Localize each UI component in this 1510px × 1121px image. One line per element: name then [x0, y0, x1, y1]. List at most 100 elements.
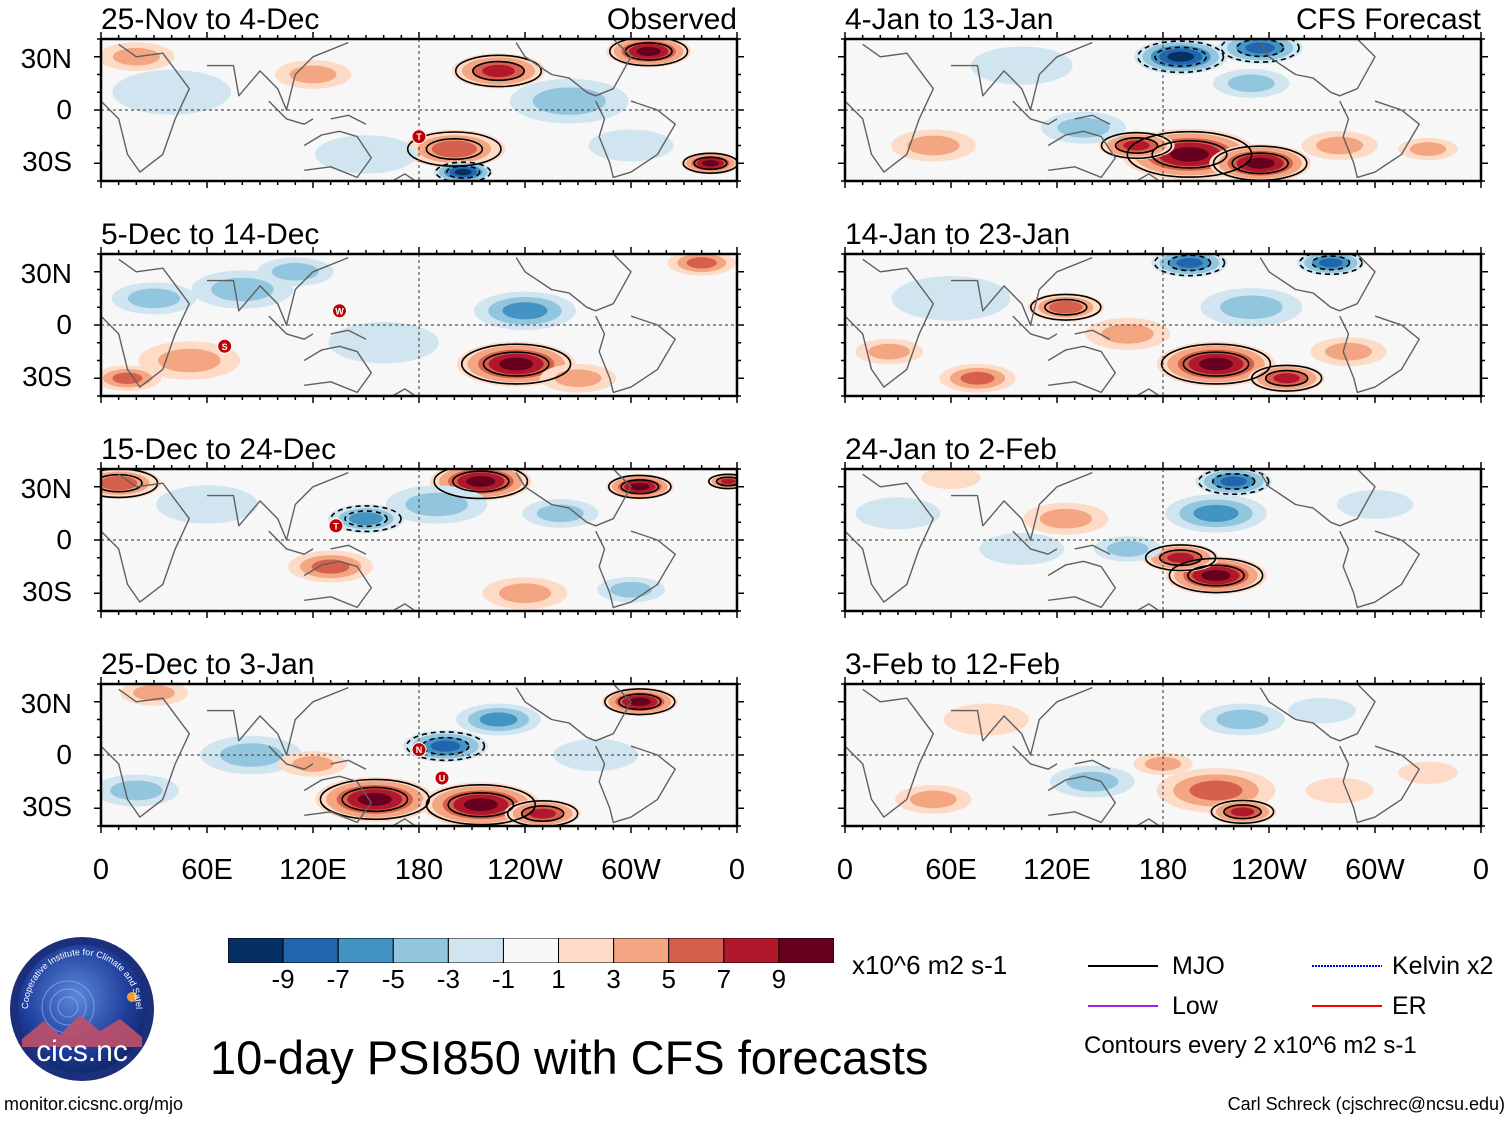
- coastline: [951, 41, 1093, 111]
- anomaly-shading: [588, 129, 674, 162]
- lon-label-120w: 120W: [1231, 854, 1307, 886]
- storm-marker: [217, 338, 233, 354]
- coastline: [845, 473, 934, 603]
- coastline: [303, 345, 372, 394]
- anomaly-shading: [1170, 147, 1209, 162]
- coastline: [392, 173, 416, 181]
- map-panel-forecast-2: [838, 247, 1488, 403]
- map-panel-observed-2: WS: [94, 247, 744, 403]
- colorbar-label: 9: [771, 964, 787, 994]
- coastline: [101, 258, 190, 388]
- mjo-contour: [341, 786, 409, 813]
- colorbar-label: -3: [436, 964, 460, 994]
- anomaly-shading: [466, 475, 496, 487]
- map-panel-forecast-3: [838, 462, 1488, 618]
- mjo-contour: [460, 343, 572, 385]
- mjo-contour: [1126, 130, 1253, 178]
- panel-title-forecast-2: 14-Jan to 23-Jan: [845, 218, 1071, 251]
- anomaly-shading: [960, 371, 995, 385]
- anomaly-shading: [1409, 142, 1447, 156]
- anomaly-shading: [1273, 373, 1300, 384]
- mjo-contour: [1044, 298, 1088, 316]
- anomaly-shading: [430, 740, 461, 752]
- anomaly-shading: [628, 697, 651, 706]
- map-panel-observed-4: NU: [94, 677, 744, 833]
- anomaly-shading: [1189, 780, 1243, 801]
- legend-label-low: Low: [1172, 992, 1218, 1020]
- lat-label-eq: 0: [56, 524, 72, 555]
- anomaly-shading: [921, 469, 981, 490]
- coastline: [303, 130, 372, 179]
- colorbar-swatch: [502, 938, 560, 963]
- mjo-contour: [1160, 343, 1272, 385]
- storm-marker: [434, 770, 450, 786]
- mjo-contour: [1311, 255, 1351, 271]
- anomaly-shading: [979, 532, 1065, 565]
- mjo-contour: [1114, 137, 1159, 154]
- mjo-contour: [1298, 254, 1363, 276]
- coastline: [1339, 315, 1420, 394]
- mjo-contour: [1220, 39, 1300, 63]
- colorbar-label: -7: [326, 964, 350, 994]
- anomaly-shading: [158, 348, 221, 373]
- anomaly-shading: [482, 64, 515, 78]
- coastline: [845, 43, 934, 173]
- panel-tag-observed: Observed: [606, 3, 737, 36]
- anomaly-shading: [536, 504, 584, 523]
- anomaly-shading: [1245, 42, 1275, 54]
- storm-marker-label: U: [439, 774, 446, 784]
- mjo-contour: [1158, 549, 1203, 567]
- colorbar-label: 3: [606, 964, 621, 994]
- mjo-contour: [1264, 369, 1309, 387]
- anomaly-shading: [1245, 157, 1275, 169]
- legend-line-low: [1088, 1005, 1158, 1007]
- storm-marker-label: N: [416, 745, 423, 755]
- mjo-contour: [1182, 351, 1250, 377]
- anomaly-shading: [498, 583, 552, 604]
- coastline: [101, 688, 190, 818]
- mjo-contour: [1223, 804, 1262, 820]
- anomaly-shading: [101, 476, 138, 491]
- panel-tag-forecast: CFS Forecast: [1295, 3, 1481, 36]
- anomaly-shading: [868, 343, 911, 360]
- coastline: [595, 530, 676, 609]
- anomaly-shading: [636, 46, 661, 56]
- mjo-contour: [472, 60, 525, 82]
- mjo-contour: [101, 469, 159, 499]
- storm-marker: [411, 129, 427, 145]
- coastline: [1259, 39, 1376, 97]
- lon-label-360: 0: [728, 854, 746, 886]
- lon-label-60e: 60E: [181, 854, 233, 886]
- mjo-contour: [1144, 544, 1217, 572]
- lon-label-120w: 120W: [487, 854, 563, 886]
- mjo-contour: [1187, 564, 1245, 587]
- legend-label-kelvin: Kelvin x2: [1392, 952, 1494, 980]
- coastline: [1074, 544, 1111, 555]
- coastline: [515, 39, 632, 97]
- coastline: [515, 684, 632, 742]
- anomaly-shading: [1319, 258, 1343, 268]
- legend-line-kelvin: [1312, 965, 1382, 967]
- mjo-contour: [425, 784, 537, 826]
- footer-url: monitor.cicsnc.org/mjo: [4, 1094, 184, 1114]
- anomaly-shading: [1316, 136, 1364, 155]
- coastline: [515, 469, 632, 527]
- colorbar-label: 7: [716, 964, 732, 994]
- mjo-contour: [482, 351, 550, 377]
- anomaly-shading: [1288, 697, 1356, 724]
- anomaly-shading: [610, 581, 652, 598]
- mjo-contour: [607, 474, 672, 499]
- coastline: [845, 258, 934, 388]
- anomaly-shading: [532, 87, 606, 115]
- mjo-contour: [406, 131, 502, 167]
- legend-label-er: ER: [1392, 992, 1427, 1020]
- anomaly-shading: [1199, 357, 1233, 371]
- lon-label-180: 180: [394, 854, 444, 886]
- mjo-contour: [620, 479, 660, 495]
- coastline: [595, 100, 676, 179]
- mjo-contour: [1250, 364, 1323, 392]
- anomaly-shading: [529, 808, 556, 819]
- mjo-contour: [618, 693, 662, 711]
- panel-title-observed-3: 15-Dec to 24-Dec: [101, 433, 337, 466]
- colorbar-swatch: [282, 938, 339, 963]
